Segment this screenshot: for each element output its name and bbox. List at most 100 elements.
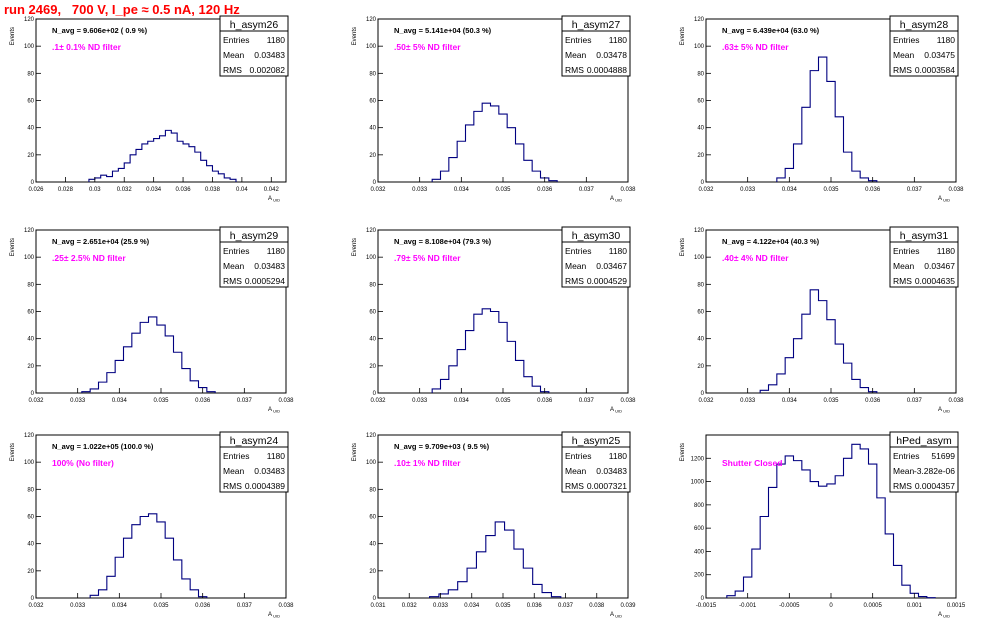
stats-label: Mean <box>223 50 245 60</box>
x-tick-label: 0.037 <box>907 398 923 404</box>
y-tick-label: 0 <box>31 180 35 186</box>
stats-value: 0.03483 <box>254 466 285 476</box>
y-tick-label: 20 <box>697 364 704 370</box>
y-tick-label: 40 <box>27 126 34 132</box>
y-tick-label: 0 <box>373 391 377 397</box>
y-tick-label: 1200 <box>691 456 705 462</box>
x-tick-label: 0.033 <box>412 398 428 404</box>
stats-label: Entries <box>565 35 591 45</box>
x-tick-label: 0.034 <box>146 187 162 193</box>
x-tick-label: 0.037 <box>579 187 595 193</box>
x-axis-label: A UID <box>268 407 280 414</box>
x-tick-label: 0.04 <box>236 187 248 193</box>
y-tick-label: 120 <box>24 228 35 234</box>
run-title: run 2469, 700 V, I_pe ≈ 0.5 nA, 120 Hz <box>4 2 240 17</box>
y-tick-label: 120 <box>694 17 705 23</box>
stats-value: 1180 <box>937 246 956 256</box>
y-tick-label: 60 <box>369 99 376 105</box>
x-tick-label: 0.038 <box>278 398 294 404</box>
x-tick-label: 0.033 <box>433 603 449 609</box>
stats-label: RMS <box>223 276 242 286</box>
x-tick-label: 0.038 <box>948 187 964 193</box>
x-tick-label: 0.035 <box>495 187 511 193</box>
y-tick-label: 0 <box>701 596 705 602</box>
y-tick-label: 600 <box>694 526 705 532</box>
stats-value: 0.03467 <box>596 261 627 271</box>
y-tick-label: 100 <box>694 44 705 50</box>
y-tick-label: 40 <box>369 126 376 132</box>
x-tick-label: 0.032 <box>698 187 714 193</box>
stats-box: h_asym31 Entries 1180 Mean 0.03467 RMS 0.00046… <box>889 226 959 288</box>
y-tick-label: 0 <box>701 391 705 397</box>
x-tick-label: -0.0015 <box>696 603 717 609</box>
stats-value: 51699 <box>931 451 955 461</box>
x-tick-label: 0.032 <box>117 187 133 193</box>
y-tick-label: 80 <box>27 282 34 288</box>
x-tick-label: 0.032 <box>370 187 386 193</box>
x-tick-label: 0.033 <box>740 398 756 404</box>
y-axis-label: Events <box>680 443 686 461</box>
stats-label: Entries <box>565 451 591 461</box>
y-tick-label: 60 <box>369 310 376 316</box>
histogram-bins <box>759 289 878 393</box>
x-tick-label: 0.037 <box>579 398 595 404</box>
x-tick-label: 0.036 <box>195 603 211 609</box>
x-tick-label: 0.035 <box>153 603 169 609</box>
y-tick-label: 20 <box>369 569 376 575</box>
histogram-panel-h_asym24: 0.032 0.033 0.034 0.035 0.036 0.037 0.038 0 20 40… <box>10 431 294 619</box>
x-tick-label: 0.038 <box>205 187 221 193</box>
y-tick-label: 20 <box>369 153 376 159</box>
y-tick-label: 40 <box>369 337 376 343</box>
y-tick-label: 60 <box>27 515 34 521</box>
navg-note: N_avg = 1.022e+05 (100.0 %) <box>52 442 154 451</box>
histogram-name: h_asym24 <box>230 435 279 447</box>
stats-value: 0.03483 <box>254 50 285 60</box>
stats-box: h_asym30 Entries 1180 Mean 0.03467 RMS 0.00045… <box>561 226 631 288</box>
histogram-name: h_asym27 <box>572 19 621 31</box>
navg-note: N_avg = 2.651e+04 (25.9 %) <box>52 237 150 246</box>
y-tick-label: 20 <box>697 153 704 159</box>
histogram-bins <box>431 102 558 182</box>
x-tick-label: 0.035 <box>153 398 169 404</box>
histogram-bins <box>726 443 936 599</box>
stats-box: h_asym29 Entries 1180 Mean 0.03483 RMS 0.00052… <box>219 226 289 288</box>
x-axis-label: A UID <box>610 196 622 203</box>
y-tick-label: 120 <box>24 17 35 23</box>
x-tick-label: -0.0005 <box>779 603 800 609</box>
x-axis-label: A UID <box>938 612 950 619</box>
stats-label: Mean <box>565 50 587 60</box>
y-tick-label: 60 <box>697 310 704 316</box>
stats-value: 0.03475 <box>924 50 955 60</box>
stats-label: Mean <box>565 466 587 476</box>
stats-value: 1180 <box>267 35 286 45</box>
x-tick-label: 0 <box>829 603 833 609</box>
stats-value: 0.0004389 <box>245 481 285 491</box>
x-tick-label: 0.038 <box>948 398 964 404</box>
stats-value: 0.03483 <box>596 466 627 476</box>
filter-label: .50± 5% ND filter <box>394 42 461 52</box>
histogram-panel-h_asym30: 0.032 0.033 0.034 0.035 0.036 0.037 0.038 0 20 40… <box>352 226 636 414</box>
x-tick-label: 0.038 <box>620 187 636 193</box>
x-tick-label: 0.036 <box>537 187 553 193</box>
stats-value: 0.03478 <box>596 50 627 60</box>
y-tick-label: 0 <box>701 180 705 186</box>
x-tick-label: 0.037 <box>558 603 574 609</box>
x-tick-label: 0.037 <box>237 398 253 404</box>
navg-note: N_avg = 4.122e+04 (40.3 %) <box>722 237 820 246</box>
histogram-name: h_asym26 <box>230 19 279 31</box>
x-tick-label: 0.035 <box>823 398 839 404</box>
y-tick-label: 20 <box>27 364 34 370</box>
stats-label: RMS <box>565 276 584 286</box>
stats-value: 0.03483 <box>254 261 285 271</box>
y-tick-label: 100 <box>24 460 35 466</box>
x-tick-label: 0.032 <box>698 398 714 404</box>
histogram-panel-hPed_asym: -0.0015 -0.001 -0.0005 0 0.0005 0.001 0.0015 0 2… <box>680 431 966 619</box>
stats-value: 1180 <box>937 35 956 45</box>
x-tick-label: 0.03 <box>89 187 101 193</box>
x-tick-label: 0.036 <box>865 187 881 193</box>
stats-label: Entries <box>223 246 249 256</box>
y-axis-label: Events <box>10 443 16 461</box>
navg-note: N_avg = 9.709e+03 ( 9.5 %) <box>394 442 490 451</box>
y-tick-label: 40 <box>369 542 376 548</box>
x-tick-label: 0.031 <box>370 603 386 609</box>
